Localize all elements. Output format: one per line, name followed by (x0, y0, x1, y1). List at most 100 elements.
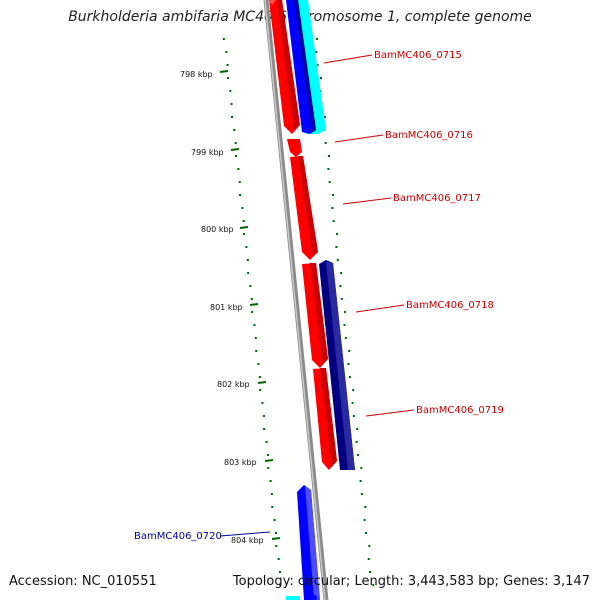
gc-dot (273, 519, 276, 521)
gc-dot (348, 350, 351, 352)
gc-dot (271, 506, 274, 508)
tick-mark (230, 148, 240, 151)
gene-label-bammc406-0720[interactable]: BamMC406_0720 (134, 531, 222, 542)
gc-dot (242, 220, 245, 222)
tick-mark (257, 381, 267, 384)
gc-dot (367, 558, 370, 560)
tick-label: 804 kbp (231, 536, 264, 545)
gene-label-bammc406-0717[interactable]: BamMC406_0717 (393, 193, 481, 204)
gc-dot (335, 246, 338, 248)
tick-798: 798 kbp (180, 70, 229, 79)
gc-dot (258, 376, 261, 378)
gc-dot (348, 376, 351, 378)
tick-mark (264, 459, 274, 462)
gc-dot (255, 350, 258, 352)
tick-799: 799 kbp (191, 148, 240, 157)
callout-line (323, 54, 373, 64)
gc-dot (331, 207, 334, 209)
gc-dot (359, 480, 362, 482)
gc-dot (315, 51, 318, 53)
gene-label-bammc406-0718[interactable]: BamMC406_0718 (406, 300, 494, 311)
gene-label-bammc406-0715[interactable]: BamMC406_0715 (374, 50, 462, 61)
gc-dot (336, 259, 339, 261)
gc-dot (356, 454, 359, 456)
gene-bammc406-0715-shade (277, 0, 300, 130)
gc-dot (270, 493, 273, 495)
gene-bammc406-0718-shade (310, 263, 328, 364)
callout-line (355, 304, 405, 313)
gc-dot (343, 324, 346, 326)
gene-navy-reverse-shade (326, 262, 355, 470)
gene-bammc406-0717-shade (298, 156, 318, 256)
callout-line (334, 134, 384, 143)
gc-dot (235, 155, 237, 157)
gene-cyan-bottom[interactable] (286, 596, 300, 600)
gc-dot (368, 545, 371, 547)
gene-bammc406-0720-shade (305, 486, 320, 600)
gc-dot (356, 428, 359, 430)
gc-dot (241, 207, 244, 209)
gc-dot (352, 415, 355, 417)
tick-label: 798 kbp (180, 70, 213, 79)
tick-label: 801 kbp (210, 303, 243, 312)
topology-text: Topology: circular; Length: 3,443,583 bp… (232, 574, 590, 589)
gene-top-tip[interactable] (268, 0, 276, 5)
callout-line (365, 409, 415, 417)
gc-dot (261, 402, 264, 404)
gc-dot (347, 363, 350, 365)
gc-dot (328, 155, 330, 157)
gc-dot (364, 506, 367, 508)
gene-label-bammc406-0716[interactable]: BamMC406_0716 (385, 130, 473, 141)
gc-dot (372, 584, 375, 586)
gc-dot (247, 272, 250, 274)
gc-dot (275, 545, 278, 547)
gene-label-bammc406-0719[interactable]: BamMC406_0719 (416, 405, 504, 416)
gc-dot (269, 480, 272, 482)
gc-dot (243, 233, 246, 235)
gc-dot (263, 428, 266, 430)
gc-dot (340, 298, 343, 300)
gc-dot (279, 584, 282, 586)
gc-dot (230, 103, 233, 105)
callout-line (219, 531, 271, 537)
gc-dot (355, 441, 358, 443)
gc-dot (360, 467, 363, 469)
gc-dot (229, 90, 232, 92)
gc-dot (360, 493, 363, 495)
gc-dot (234, 142, 237, 144)
gc-dot (315, 38, 318, 40)
gc-dot (249, 285, 252, 287)
gc-dot (275, 532, 277, 534)
gc-dot (277, 558, 280, 560)
gc-dot (324, 142, 327, 144)
gc-dot (253, 324, 256, 326)
tick-label: 800 kbp (201, 225, 234, 234)
gc-dot (257, 363, 260, 365)
gc-dot (320, 77, 322, 79)
gc-dot (238, 181, 241, 183)
gene-bammc406-0716[interactable] (287, 139, 302, 157)
gc-dot (227, 77, 229, 79)
gc-dot (254, 337, 257, 339)
gc-dot (351, 402, 354, 404)
gc-dot (251, 311, 254, 313)
gc-dot (226, 64, 229, 66)
accession-text: Accession: NC_010551 (9, 574, 157, 589)
gc-dot (265, 441, 268, 443)
gc-dot (250, 298, 253, 300)
tick-label: 803 kbp (224, 458, 257, 467)
tick-800: 800 kbp (201, 225, 249, 234)
gc-dot (344, 337, 347, 339)
tick-mark (219, 70, 229, 73)
tick-804: 804 kbp (231, 536, 281, 545)
tick-label: 802 kbp (217, 380, 250, 389)
gene-blue-bottom[interactable] (305, 594, 317, 600)
tick-mark (249, 303, 259, 306)
gc-dot (262, 415, 265, 417)
gc-dot (344, 311, 347, 313)
gc-dot (267, 467, 270, 469)
tick-803: 803 kbp (224, 458, 274, 467)
gc-dot (231, 116, 233, 118)
gc-dot (237, 168, 240, 170)
gc-dot (332, 220, 335, 222)
